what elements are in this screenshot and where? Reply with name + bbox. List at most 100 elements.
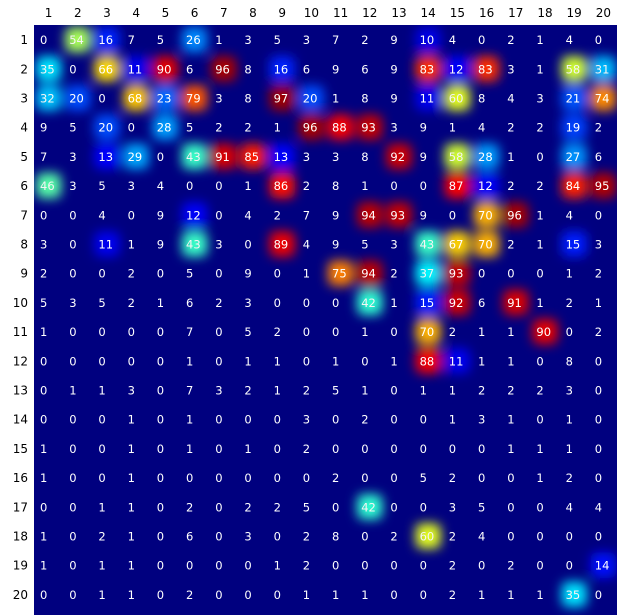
cell-value-label: 0 — [449, 208, 456, 222]
heatmap-cell — [444, 56, 470, 82]
cell-value-label: 9 — [40, 121, 47, 135]
cell-value-label: 3 — [69, 179, 76, 193]
heatmap-cell — [444, 289, 470, 315]
cell-value-label: 1 — [449, 121, 456, 135]
cell-value-label: 0 — [595, 384, 602, 398]
cell-value-label: 96 — [303, 121, 318, 135]
cell-value-label: 0 — [361, 530, 368, 544]
cell-value-label: 1 — [361, 179, 368, 193]
cell-value-label: 8 — [566, 354, 573, 368]
cell-value-label: 0 — [215, 208, 222, 222]
cell-value-label: 3 — [69, 150, 76, 164]
cell-value-label: 1 — [478, 588, 485, 602]
cell-value-label: 6 — [186, 530, 193, 544]
cell-value-label: 91 — [507, 296, 522, 310]
heatmap-cell — [357, 114, 383, 140]
cell-value-label: 94 — [361, 267, 376, 281]
cell-value-label: 5 — [332, 384, 339, 398]
cell-value-label: 1 — [507, 325, 514, 339]
cell-value-label: 0 — [478, 471, 485, 485]
cell-value-label: 0 — [69, 238, 76, 252]
cell-value-label: 0 — [69, 62, 76, 76]
cell-value-label: 0 — [361, 354, 368, 368]
cell-value-label: 60 — [420, 530, 435, 544]
cell-value-label: 0 — [507, 500, 514, 514]
cell-value-label: 0 — [595, 413, 602, 427]
heatmap-cell — [415, 348, 441, 374]
x-tick-label: 16 — [479, 6, 494, 20]
cell-value-label: 8 — [244, 92, 251, 106]
heatmap-cell — [123, 143, 149, 169]
cell-value-label: 1 — [536, 296, 543, 310]
cell-value-label: 2 — [536, 121, 543, 135]
cell-value-label: 9 — [157, 208, 164, 222]
y-tick-label: 6 — [20, 179, 28, 193]
cell-value-label: 0 — [215, 471, 222, 485]
cell-value-label: 0 — [69, 354, 76, 368]
cell-value-label: 5 — [420, 471, 427, 485]
cell-value-label: 0 — [98, 413, 105, 427]
y-tick-label: 7 — [20, 208, 28, 222]
cell-value-label: 2 — [507, 121, 514, 135]
cell-value-label: 3 — [215, 384, 222, 398]
cell-value-label: 0 — [157, 267, 164, 281]
cell-value-label: 2 — [566, 296, 573, 310]
cell-value-label: 3 — [244, 530, 251, 544]
heatmap-cell — [561, 114, 587, 140]
cell-value-label: 1 — [507, 354, 514, 368]
cell-value-label: 2 — [128, 267, 135, 281]
cell-value-label: 0 — [40, 588, 47, 602]
cell-value-label: 4 — [244, 208, 251, 222]
cell-value-label: 0 — [186, 559, 193, 573]
cell-value-label: 1 — [361, 325, 368, 339]
cell-value-label: 0 — [274, 588, 281, 602]
heatmap-cell — [182, 231, 208, 257]
heatmap-cell — [298, 85, 324, 111]
cell-value-label: 0 — [215, 354, 222, 368]
cell-value-label: 1 — [507, 150, 514, 164]
cell-value-label: 79 — [186, 92, 201, 106]
cell-value-label: 95 — [595, 179, 610, 193]
x-tick-label: 12 — [362, 6, 377, 20]
cell-value-label: 20 — [303, 92, 318, 106]
cell-value-label: 0 — [478, 33, 485, 47]
cell-value-label: 0 — [215, 413, 222, 427]
heatmap-plot-area: 0 54 16 7 5 26 1 3 5 3 7 2 9 10 4 0 2 1 4 035 0 66 11 90 6 96 8 16 6… — [34, 25, 617, 615]
y-tick-label: 8 — [20, 238, 28, 252]
x-tick-label: 17 — [508, 6, 523, 20]
y-tick-label: 14 — [13, 413, 28, 427]
cell-value-label: 0 — [98, 442, 105, 456]
y-tick-label: 19 — [13, 559, 28, 573]
x-tick-label: 4 — [132, 6, 140, 20]
cell-value-label: 9 — [332, 208, 339, 222]
heatmap-cell — [590, 173, 616, 199]
heatmap-cell — [503, 289, 529, 315]
heatmap-cell — [474, 143, 500, 169]
cell-value-label: 0 — [69, 471, 76, 485]
cell-value-label: 4 — [566, 33, 573, 47]
heatmap-cell — [561, 56, 587, 82]
cell-value-label: 0 — [157, 325, 164, 339]
cell-value-label: 8 — [244, 62, 251, 76]
cell-value-label: 0 — [332, 559, 339, 573]
cell-value-label: 1 — [274, 384, 281, 398]
y-tick-label: 16 — [13, 471, 28, 485]
heatmap-cell — [444, 260, 470, 286]
cell-value-label: 3 — [303, 413, 310, 427]
y-tick-label: 17 — [13, 500, 28, 514]
cell-value-label: 6 — [186, 62, 193, 76]
cell-value-label: 1 — [536, 208, 543, 222]
cell-value-label: 0 — [274, 296, 281, 310]
cell-value-label: 5 — [186, 121, 193, 135]
heatmap-cell — [269, 85, 295, 111]
cell-value-label: 1 — [332, 588, 339, 602]
cell-value-label: 19 — [566, 121, 581, 135]
cell-value-label: 2 — [244, 121, 251, 135]
cell-value-label: 0 — [274, 530, 281, 544]
cell-value-label: 93 — [361, 121, 376, 135]
cell-value-label: 43 — [186, 150, 201, 164]
cell-value-label: 1 — [98, 588, 105, 602]
heatmap-cell — [94, 114, 120, 140]
cell-value-label: 58 — [449, 150, 464, 164]
cell-value-label: 2 — [244, 500, 251, 514]
